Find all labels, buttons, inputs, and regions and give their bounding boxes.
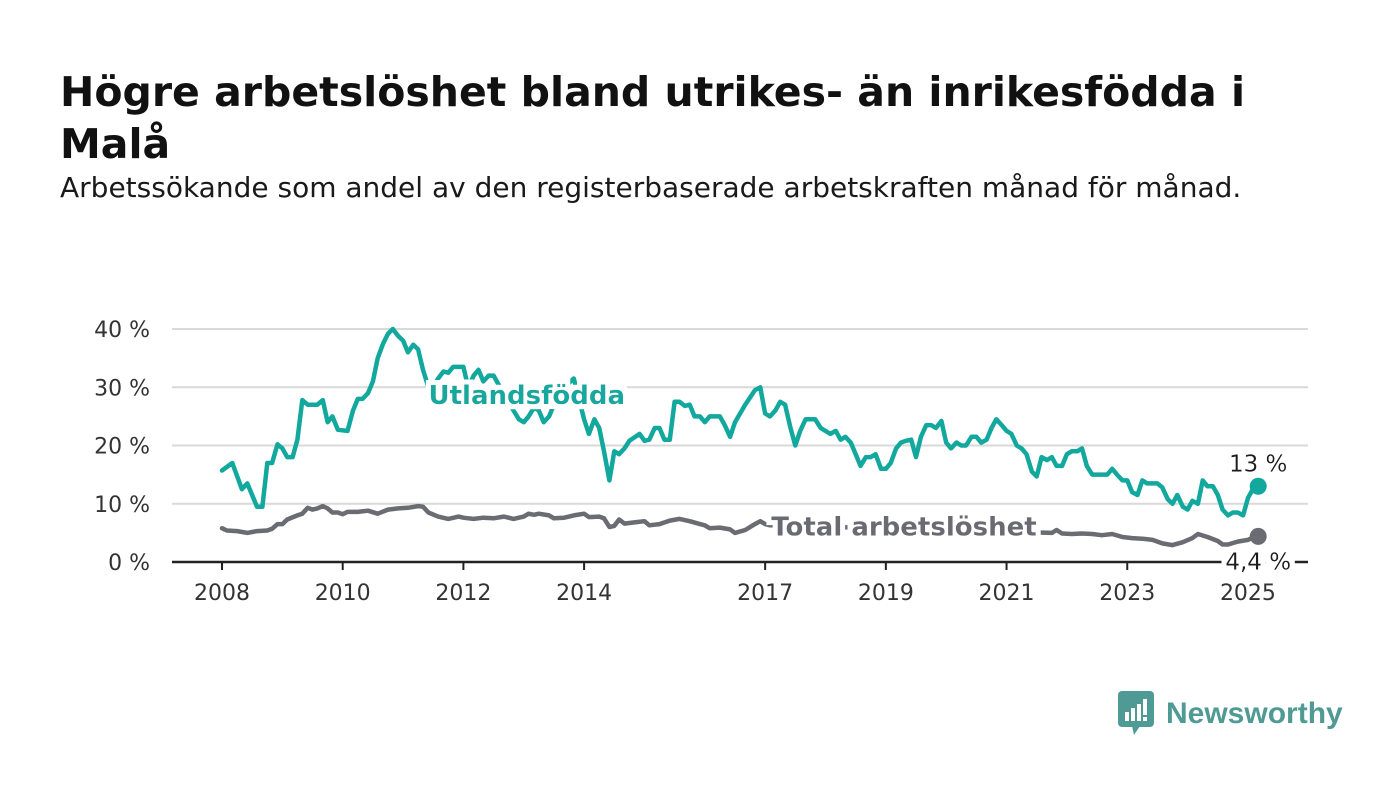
x-tick-label: 2021: [979, 581, 1035, 606]
x-axis: 2008 2010 2012 2014 2017 2019 2021 2023 2025: [172, 560, 1308, 606]
series-line-1: [219, 326, 1261, 518]
gridlines: [172, 328, 1308, 505]
x-tick-label: 2014: [556, 581, 612, 606]
chart-subtitle: Arbetssökande som andel av den registerb…: [60, 171, 1242, 204]
x-tick-label: 2012: [435, 581, 491, 606]
x-tick-label: 2010: [315, 581, 371, 606]
newsworthy-logo: Newsworthy: [1118, 690, 1343, 738]
y-tick-label: 10 %: [94, 493, 150, 518]
x-tick-label: 2023: [1099, 581, 1155, 606]
series-label-1: Utlandsfödda: [428, 381, 625, 411]
x-tick-label: 2008: [194, 581, 250, 606]
end-value-label-1: 13 %: [1229, 451, 1287, 477]
y-tick-label: 40 %: [94, 318, 150, 343]
y-axis-ticks: 0 % 10 % 20 % 30 % 40 %: [94, 318, 150, 576]
newsworthy-wordmark: Newsworthy: [1166, 697, 1343, 730]
newsworthy-logo-icon: [1118, 691, 1154, 735]
series-end-point-1: [1249, 477, 1267, 495]
series-line-2: [219, 503, 1261, 548]
x-tick-label: 2019: [858, 581, 914, 606]
series-layer: [219, 326, 1267, 548]
y-tick-label: 30 %: [94, 376, 150, 401]
series-end-point-2: [1249, 527, 1267, 545]
chart-title: Högre arbetslöshet bland utrikes- än inr…: [60, 68, 1245, 168]
x-tick-label: 2025: [1220, 581, 1276, 606]
series-label-2: Total arbetslöshet: [771, 513, 1036, 543]
x-tick-label: 2017: [737, 581, 793, 606]
labels-layer: 13 % 4,4 % Utlandsfödda Total arbetslöshet: [428, 381, 1291, 575]
end-value-label-2: 4,4 %: [1225, 549, 1291, 575]
y-tick-label: 0 %: [108, 551, 150, 576]
y-tick-label: 20 %: [94, 435, 150, 460]
